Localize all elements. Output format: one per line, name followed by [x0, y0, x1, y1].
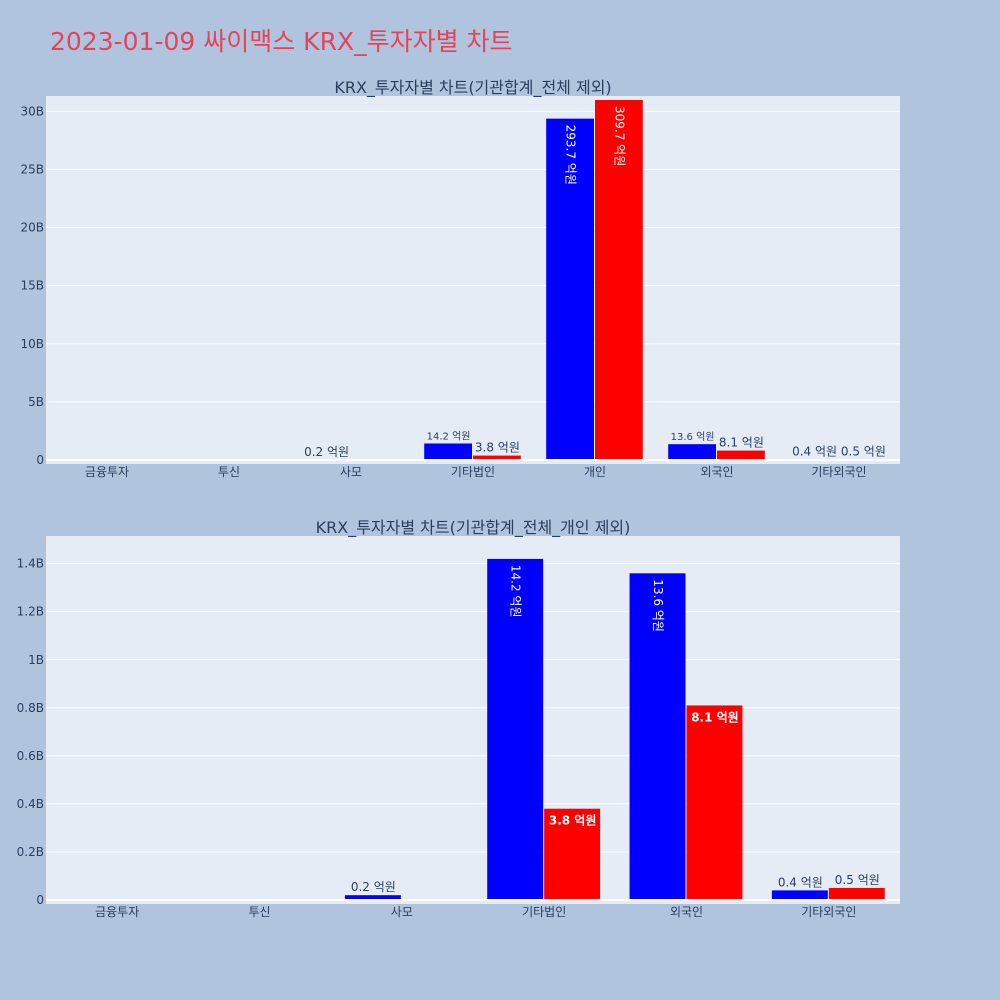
data-label: 8.1 억원 — [691, 710, 739, 724]
data-label: 8.1 억원 — [719, 436, 764, 450]
data-label: 0.5 억원 — [841, 444, 886, 458]
y-tick-label: 0 — [36, 453, 44, 467]
y-tick-label: 20B — [20, 221, 44, 235]
y-tick-label: 15B — [20, 279, 44, 293]
page-title: 2023-01-09 싸이맥스 KRX_투자자별 차트 — [50, 27, 513, 56]
x-tick-label: 기타외국인 — [801, 905, 856, 919]
y-tick-label: 1B — [28, 653, 44, 667]
x-tick-label: 개인 — [584, 465, 606, 479]
bar — [686, 705, 743, 900]
x-tick-label: 외국인 — [700, 465, 733, 479]
bar — [544, 808, 601, 900]
bar — [717, 450, 765, 460]
data-label: 14.2 억원 — [509, 565, 523, 618]
data-label: 13.6 억원 — [651, 579, 665, 632]
data-label: 3.8 억원 — [549, 814, 597, 828]
y-tick-label: 1.2B — [17, 605, 44, 619]
y-tick-label: 25B — [20, 162, 44, 176]
bar — [344, 895, 401, 900]
y-tick-label: 1.4B — [17, 557, 44, 571]
y-tick-label: 30B — [20, 104, 44, 118]
data-label: 309.7 억원 — [612, 106, 626, 166]
plot-area-2 — [46, 536, 900, 904]
x-tick-label: 투신 — [248, 905, 270, 919]
x-tick-label: 투신 — [218, 465, 240, 479]
bar — [771, 890, 828, 900]
chart-title: KRX_투자자별 차트(기관합계_전체 제외) — [334, 78, 611, 98]
bar — [595, 100, 643, 461]
x-tick-label: 기타외국인 — [811, 465, 866, 479]
data-label: 0.2 억원 — [304, 445, 349, 459]
x-tick-label: 외국인 — [670, 905, 703, 919]
bar — [424, 443, 472, 460]
bar — [487, 558, 544, 900]
x-tick-label: 기타법인 — [522, 905, 566, 919]
y-tick-label: 0.2B — [17, 845, 44, 859]
x-tick-label: 사모 — [391, 905, 413, 919]
y-tick-label: 5B — [28, 395, 44, 409]
x-tick-label: 금융투자 — [95, 905, 139, 919]
y-tick-label: 0 — [36, 893, 44, 907]
x-tick-label: 기타법인 — [451, 465, 495, 479]
bar — [828, 887, 885, 900]
y-tick-label: 0.4B — [17, 797, 44, 811]
x-tick-label: 사모 — [340, 465, 362, 479]
chart-title: KRX_투자자별 차트(기관합계_전체_개인 제외) — [316, 518, 631, 538]
bar — [546, 118, 594, 460]
data-label: 13.6 억원 — [671, 431, 715, 443]
data-label: 3.8 억원 — [475, 441, 520, 455]
data-label: 0.4 억원 — [778, 875, 823, 889]
y-tick-label: 0.6B — [17, 749, 44, 763]
bar — [473, 455, 521, 460]
bar — [668, 444, 716, 460]
bar — [629, 573, 686, 900]
data-label: 0.4 억원 — [792, 445, 837, 459]
plot-area-1 — [46, 96, 900, 464]
data-label: 293.7 억원 — [564, 125, 578, 185]
data-label: 0.5 억원 — [835, 873, 880, 887]
data-label: 0.2 억원 — [351, 880, 396, 894]
x-tick-label: 금융투자 — [85, 465, 129, 479]
data-label: 14.2 억원 — [427, 430, 471, 442]
y-tick-label: 0.8B — [17, 701, 44, 715]
y-tick-label: 10B — [20, 337, 44, 351]
